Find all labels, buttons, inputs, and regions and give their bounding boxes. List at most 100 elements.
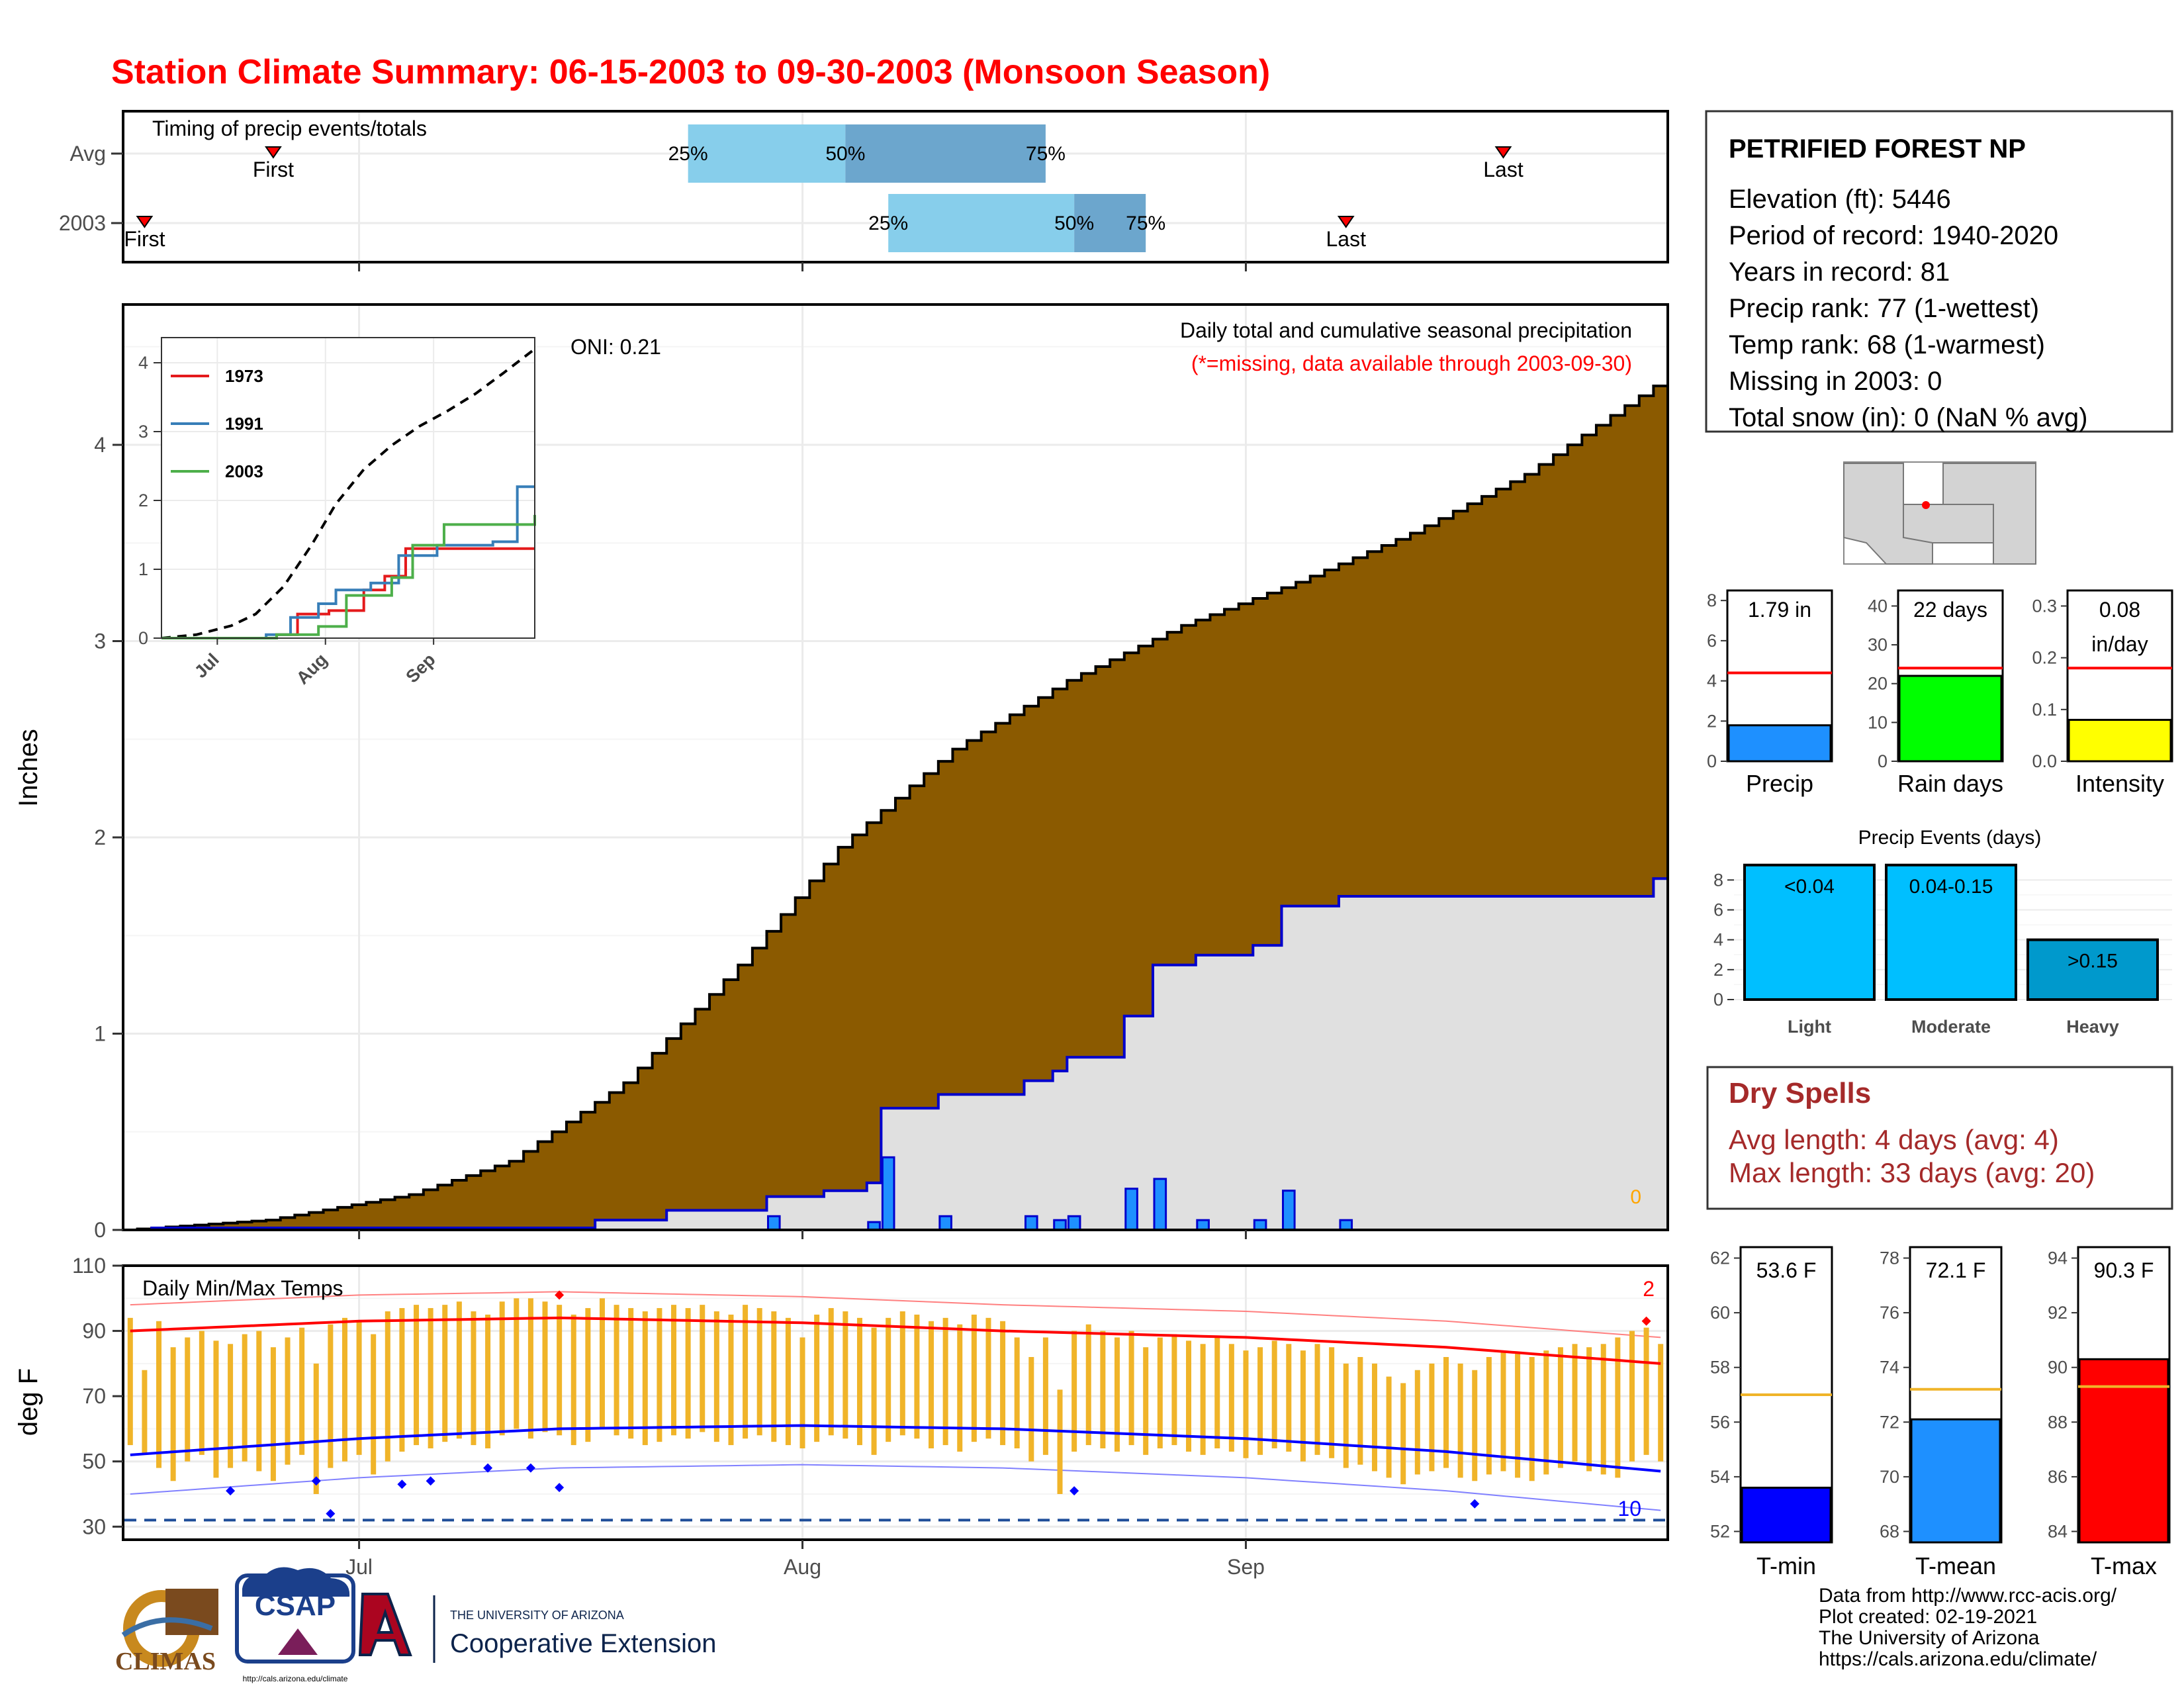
daily-temp-range-bar (142, 1370, 148, 1455)
daily-temp-range-bar (1329, 1347, 1335, 1458)
daily-temp-range-bar (299, 1327, 305, 1455)
summary-bar-intensity (2068, 718, 2172, 763)
daily-temp-range-bar (170, 1347, 176, 1481)
summary-bar-rain-days (1898, 675, 2003, 763)
daily-precip-bar (1053, 1219, 1067, 1231)
daily-temp-range-bar (1171, 1334, 1177, 1446)
footer-line: Plot created: 02-19-2021 (1819, 1606, 2037, 1628)
daily-temp-range-bar (1472, 1370, 1478, 1481)
daily-temp-range-bar (1257, 1347, 1263, 1455)
summary-y-tick-label: 0.1 (2032, 700, 2057, 720)
cumulative-2003-line (123, 877, 1668, 1231)
timing-row-avg: Avg (69, 142, 106, 165)
temp-y-tick-label: 68 (1880, 1521, 1899, 1541)
temp-bar-category-label: T-max (2091, 1552, 2157, 1579)
daily-temp-range-bar (1429, 1363, 1435, 1472)
summary-bar-precip (1727, 724, 1832, 763)
daily-temp-range-bar (1543, 1350, 1549, 1475)
timing-marker-label: First (124, 227, 165, 251)
climas-logo[interactable]: CLIMAS (115, 1589, 218, 1675)
daily-temp-range-bar (399, 1308, 405, 1452)
temp-bar-value-label: 72.1 F (1926, 1258, 1986, 1282)
summary-y-tick-label: 0.3 (2032, 596, 2057, 616)
precip-event-bar-label: 0.04-0.15 (1909, 876, 1993, 898)
summary-bars: 0 2 4 6 8 1.79 in Precip 0 10 20 30 40 22 days Rain d… (1707, 589, 2173, 797)
inset-avg-line (161, 348, 536, 639)
daily-temp-range-bar (713, 1311, 719, 1442)
figure-title: Station Climate Summary: 06-15-2003 to 0… (111, 53, 1270, 91)
record-low-marker (1069, 1486, 1079, 1496)
daily-temp-range-bar (313, 1363, 319, 1494)
dry-spells-title: Dry Spells (1729, 1077, 1871, 1109)
daily-temp-range-bar (1214, 1337, 1220, 1448)
daily-precip-bar (1067, 1215, 1081, 1231)
station-line: Period of record: 1940-2020 (1729, 221, 2058, 250)
daily-temp-range-bar (1200, 1344, 1206, 1455)
timing-panel: Timing of precip events/totals Avg 2003 … (59, 110, 1669, 271)
inset-legend-label: 1991 (225, 414, 263, 434)
record-low-marker (397, 1479, 407, 1489)
temp-y-tick-label: 78 (1880, 1248, 1899, 1268)
temp-panel-frame (122, 1264, 1669, 1541)
ua-logo[interactable]: THE UNIVERSITY OF ARIZONA Cooperative Ex… (358, 1593, 716, 1663)
summary-y-tick-label: 0.2 (2032, 648, 2057, 668)
daily-temp-range-bar (1357, 1357, 1363, 1465)
daily-temp-range-bar (1529, 1357, 1535, 1481)
daily-temp-range-bar (728, 1314, 734, 1446)
daily-temp-range-bar (1057, 1389, 1063, 1494)
precip-events-title: Precip Events (days) (1858, 827, 2042, 849)
daily-temp-range-bar (914, 1314, 920, 1439)
csap-url-text: http://cals.arizona.edu/climate (243, 1674, 348, 1683)
daily-precip-bar (1253, 1219, 1267, 1231)
ua-extension-text: Cooperative Extension (450, 1629, 716, 1658)
summary-y-tick-label: 40 (1868, 596, 1888, 616)
record-low-marker (1470, 1499, 1480, 1509)
temp-bar-t-mean (1910, 1418, 2001, 1544)
station-line: Precip rank: 77 (1-wettest) (1729, 294, 2039, 323)
month-x-tick-label: Sep (1227, 1555, 1265, 1579)
daily-temp-range-bar (1228, 1344, 1234, 1452)
temp-y-tick-label: 110 (72, 1254, 106, 1278)
daily-temp-range-bar (985, 1317, 991, 1439)
summary-y-tick-label: 30 (1868, 635, 1888, 655)
daily-temp-range-bar (842, 1311, 848, 1439)
station-line: Total snow (in): 0 (NaN % avg) (1729, 403, 2087, 432)
temp-y-tick-label: 52 (1710, 1521, 1730, 1541)
precip-events-chart: Precip Events (days) <0.04 Light 0.04-0.15… (1706, 818, 2172, 1037)
station-info-frame (1705, 110, 2173, 433)
temp-y-tick-label: 60 (1710, 1303, 1730, 1323)
ua-university-text: THE UNIVERSITY OF ARIZONA (450, 1609, 624, 1622)
daily-temp-range-bar (1143, 1347, 1149, 1455)
csap-logo[interactable]: CSAP http://cals.arizona.edu/climate (235, 1567, 355, 1684)
daily-temp-range-bar (599, 1298, 605, 1429)
daily-temp-range-bar (628, 1308, 634, 1439)
temp-y-tick-label: 88 (2048, 1412, 2068, 1432)
temp-ylabel: deg F (14, 1368, 43, 1436)
inset-series-line-1991 (161, 485, 535, 639)
month-x-tick-label: Jul (345, 1555, 373, 1579)
daily-temp-range-bar (671, 1305, 677, 1436)
station-line: Temp rank: 68 (1-warmest) (1729, 330, 2045, 359)
precip-y-tick-label: 2 (94, 825, 106, 849)
temp-panel-bg (123, 1266, 1668, 1540)
daily-temp-range-bar (1186, 1340, 1192, 1452)
inset-y-tick-label: 2 (138, 491, 148, 510)
daily-temp-range-bar (942, 1317, 948, 1446)
daily-temp-range-bar (828, 1308, 834, 1436)
precip-y-tick-label: 1 (94, 1022, 106, 1046)
daily-temp-range-bar (1085, 1324, 1091, 1446)
temp-y-tick-label: 30 (82, 1515, 106, 1538)
daily-temp-range-bar (1286, 1344, 1292, 1452)
avg-min-temp-line (130, 1424, 1661, 1473)
daily-precip-bar (938, 1215, 952, 1231)
summary-y-tick-label: 8 (1707, 590, 1717, 610)
temp-y-tick-label: 54 (1710, 1467, 1730, 1487)
daily-temp-range-bar (156, 1321, 162, 1468)
daily-temp-range-bar (1457, 1363, 1463, 1478)
daily-temp-range-bar (814, 1314, 820, 1442)
daily-temp-range-bar (1386, 1376, 1392, 1478)
daily-temp-range-bar (971, 1314, 977, 1442)
daily-temp-range-bar (657, 1308, 662, 1442)
precip-event-category-label: Light (1788, 1017, 1831, 1037)
daily-precip-bar (1282, 1190, 1296, 1231)
